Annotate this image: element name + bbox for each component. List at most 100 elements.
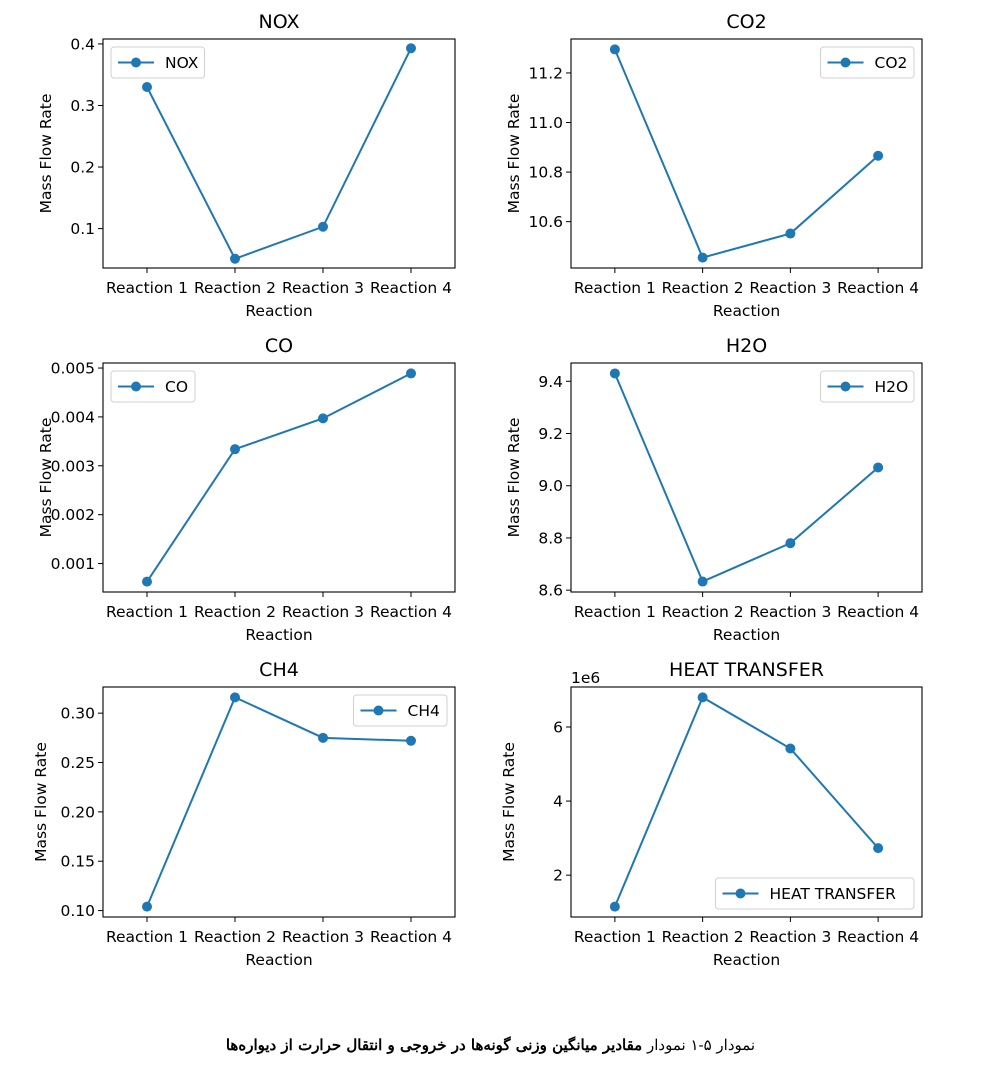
legend-box [353, 694, 448, 727]
y-tick-label: 0.002 [51, 506, 95, 524]
y-tick-label: 4 [553, 793, 563, 811]
y-tick-label: 0.003 [51, 457, 95, 475]
x-tick-label: Reaction 4 [837, 603, 919, 621]
legend-box [820, 46, 915, 79]
chart-panel-1: NOX Reaction 1 Reaction 2 Reaction 3 Reactio… [37, 11, 456, 320]
y-axis-label: Mass Flow Rate [505, 418, 523, 538]
chart-panel-3: CO Reaction 1 Reaction 2 Reaction 3 Reaction… [37, 335, 456, 644]
y-tick-label: 2 [553, 867, 563, 885]
data-point [318, 732, 328, 743]
legend-marker [373, 705, 384, 716]
data-point [873, 462, 884, 473]
y-tick-label: 0.3 [70, 97, 95, 115]
series-line [613, 373, 879, 583]
plot-frame [102, 38, 456, 269]
legend-marker [840, 57, 851, 68]
series-line [613, 49, 879, 259]
series-line [146, 47, 412, 261]
y-tick-label: 8.8 [538, 529, 563, 547]
data-point [230, 692, 240, 703]
x-tick-label: Reaction 2 [194, 928, 276, 946]
legend-label: CO [165, 378, 188, 396]
chart-panel-2: CO2 Reaction 1 Reaction 2 Reaction 3 Reactio… [505, 11, 923, 320]
chart-panel-6: HEAT TRANSFER Reaction 1 Reaction 2 Reactio… [500, 659, 923, 969]
y-tick-label: 0.20 [60, 803, 95, 821]
data-point [697, 252, 708, 263]
y-tick-label: 9.4 [538, 373, 563, 391]
x-tick-label: Reaction 3 [749, 603, 831, 621]
data-point [318, 221, 328, 232]
x-axis-label: Reaction [245, 302, 312, 320]
x-tick-label: Reaction 3 [749, 279, 831, 297]
legend-label: HEAT TRANSFER [770, 885, 897, 903]
y-tick-label: 0.15 [60, 853, 95, 871]
data-point [785, 228, 796, 239]
legend-box [820, 370, 915, 403]
y-tick-label: 0.2 [70, 159, 95, 177]
x-tick-label: Reaction 3 [749, 928, 831, 946]
data-point [873, 843, 884, 854]
x-tick-label: Reaction 1 [574, 279, 656, 297]
legend-label: CH4 [408, 702, 440, 720]
x-tick-label: Reaction 3 [282, 279, 364, 297]
x-tick-label: Reaction 1 [106, 928, 188, 946]
y-tick-label: 0.001 [51, 555, 95, 573]
x-tick-label: Reaction 4 [370, 603, 452, 621]
legend-box [715, 877, 915, 910]
data-point [406, 735, 416, 746]
legend: H2O [820, 370, 915, 403]
x-tick-label: Reaction 1 [106, 279, 188, 297]
y-tick-label: 8.6 [538, 582, 563, 600]
legend-marker [735, 888, 746, 899]
chart-title: NOX [259, 11, 300, 33]
figure-caption: نمودار ۵-۱ نمودار مقادیر میانگین وزنی گو… [0, 1036, 981, 1054]
y-tick-label: 0.004 [51, 408, 95, 426]
data-point [609, 901, 620, 912]
plot-frame [570, 38, 923, 269]
data-point [609, 368, 620, 379]
y-tick-label: 10.8 [528, 164, 563, 182]
data-point [406, 43, 416, 54]
x-axis-label: Reaction [245, 626, 312, 644]
y-tick-label: 11.2 [528, 64, 563, 82]
legend: NOX [110, 46, 205, 79]
plot-frame [570, 362, 923, 593]
y-axis-label: Mass Flow Rate [37, 418, 55, 538]
x-tick-label: Reaction 2 [662, 603, 744, 621]
series-line [146, 372, 412, 583]
data-point [406, 368, 416, 379]
series-line [146, 696, 412, 908]
x-tick-label: Reaction 1 [106, 603, 188, 621]
y-tick-label: 0.4 [70, 35, 95, 53]
y-tick-label: 0.1 [70, 220, 95, 238]
data-point [697, 576, 708, 587]
plot-frame [570, 686, 923, 918]
data-point [873, 150, 884, 161]
chart-title: HEAT TRANSFER [669, 659, 824, 681]
legend-label: H2O [875, 378, 909, 396]
data-point [318, 413, 328, 424]
y-tick-label: 0.30 [60, 705, 95, 723]
y-offset-label: 1e6 [571, 669, 600, 687]
y-axis-label: Mass Flow Rate [32, 742, 50, 862]
x-axis-label: Reaction [245, 951, 312, 969]
y-axis-label: Mass Flow Rate [37, 94, 55, 214]
data-point [785, 743, 796, 754]
chart-title: H2O [726, 335, 767, 357]
data-point [230, 444, 240, 455]
x-axis-label: Reaction [713, 626, 780, 644]
legend: CO [110, 370, 196, 403]
chart-panel-5: CH4 Reaction 1 Reaction 2 Reaction 3 Reactio… [32, 659, 456, 969]
x-tick-label: Reaction 4 [370, 928, 452, 946]
data-point [609, 44, 620, 55]
y-tick-label: 11.0 [528, 114, 563, 132]
data-point [785, 538, 796, 549]
x-axis-label: Reaction [713, 951, 780, 969]
data-point [697, 692, 708, 703]
x-axis-label: Reaction [713, 302, 780, 320]
x-tick-label: Reaction 3 [282, 603, 364, 621]
data-point [142, 576, 152, 587]
legend-marker [131, 57, 141, 68]
plot-frame [102, 686, 456, 918]
legend: CH4 [353, 694, 448, 727]
